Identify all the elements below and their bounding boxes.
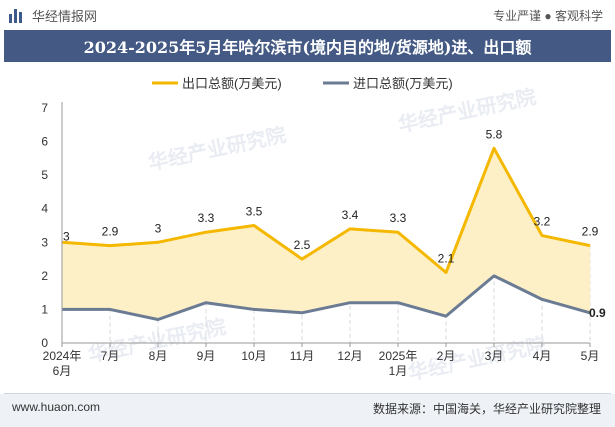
export-line — [61, 146, 591, 274]
top-bar: 华经情报网 专业严谨 ● 客观科学 — [0, 0, 615, 30]
export-data-label: 3.5 — [246, 205, 263, 219]
export-data-label: 3.3 — [198, 211, 215, 225]
legend-label-1: 进口总额(万美元) — [353, 76, 453, 91]
export-data-label: 3.4 — [342, 208, 359, 222]
x-tick-label: 2月 — [437, 349, 456, 363]
export-data-label: 3 — [155, 221, 162, 235]
y-tick-label: 4 — [41, 202, 48, 216]
export-data-label: 3 — [63, 229, 70, 243]
y-tick-label: 0 — [41, 336, 48, 350]
watermark-text: 华经产业研究院 — [396, 84, 538, 137]
footer-background — [0, 394, 615, 427]
y-tick-label: 1 — [41, 302, 48, 316]
x-tick-label: 1月 — [389, 364, 408, 378]
export-data-label: 3.2 — [534, 215, 551, 229]
x-tick-label: 6月 — [53, 364, 72, 378]
x-tick-label: 11月 — [290, 349, 314, 363]
y-tick-label: 2 — [41, 269, 48, 283]
export-data-label: 3.3 — [390, 211, 407, 225]
legend: 出口总额(万美元) 进口总额(万美元) — [152, 76, 453, 91]
x-tick-label: 3月 — [485, 349, 504, 363]
data-labels: 3 2.9 3 3.3 3.5 2.5 3.4 3.3 2.1 5.8 3.2 2.9 0.9 — [63, 127, 606, 320]
x-tick-label: 12月 — [337, 349, 362, 363]
export-data-label: 2.5 — [294, 238, 311, 252]
legend-label-0: 出口总额(万美元) — [182, 76, 282, 91]
brand-name: 华经情报网 — [32, 9, 98, 24]
series-lines — [61, 146, 591, 321]
y-tick-label: 3 — [41, 235, 48, 249]
x-tick-label: 2025年 — [379, 349, 418, 363]
export-data-label: 2.9 — [102, 225, 119, 239]
x-tick-label: 7月 — [101, 349, 120, 363]
export-data-label: 2.9 — [582, 225, 599, 239]
import-line — [62, 274, 591, 321]
footer-website[interactable]: www.huaon.com — [12, 400, 101, 414]
export-data-label: 2.1 — [438, 252, 455, 266]
footer-divider — [4, 393, 611, 394]
x-tick-label: 2024年 — [43, 349, 82, 363]
watermark-text: 华经产业研究院 — [406, 332, 548, 385]
watermark-text: 华经产业研究院 — [146, 122, 288, 175]
x-tick-label: 4月 — [533, 349, 552, 363]
x-tick-label: 8月 — [149, 349, 168, 363]
x-tick-label: 5月 — [581, 349, 600, 363]
brand[interactable]: 华经情报网 — [8, 6, 97, 25]
chart-title: 2024-2025年5月年哈尔滨市(境内目的地/货源地)进、出口额 — [4, 30, 611, 62]
tagline: 专业严谨 ● 客观科学 — [493, 9, 603, 23]
footer-source: 数据来源：中国海关，华经产业研究院整理 — [372, 402, 601, 416]
x-tick-label: 10月 — [241, 349, 266, 363]
y-tick-label: 6 — [41, 135, 48, 149]
brand-logo-icon — [8, 7, 26, 25]
y-tick-label: 5 — [41, 168, 48, 182]
import-data-label-last: 0.9 — [589, 306, 606, 320]
x-tick-label: 9月 — [197, 349, 216, 363]
area-fill — [62, 148, 590, 320]
area-between-series — [62, 148, 590, 320]
export-data-label: 5.8 — [486, 127, 503, 141]
y-tick-label: 7 — [41, 101, 48, 115]
